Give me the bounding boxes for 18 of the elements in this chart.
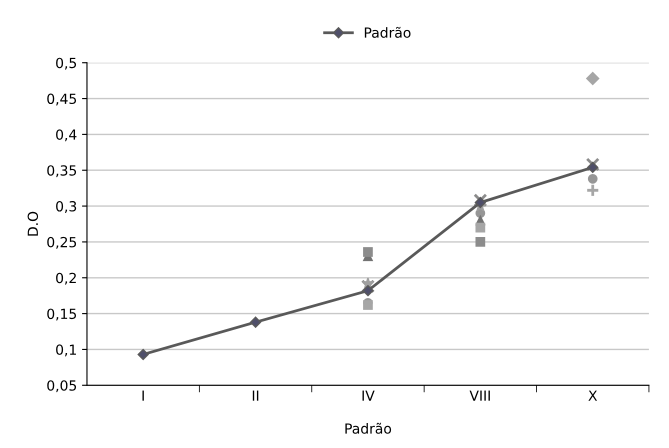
y-tick-label: 0,35 xyxy=(47,165,76,178)
y-tick-label: 0,05 xyxy=(47,380,76,392)
y-tick-label: 0,25 xyxy=(47,236,76,249)
y-tick-label: 0,2 xyxy=(56,272,76,285)
x-axis-title: Padrão xyxy=(345,422,392,434)
y-tick-label: 0,4 xyxy=(56,129,76,142)
y-tick-label: 0,45 xyxy=(47,94,76,106)
legend-label: Padrão xyxy=(364,26,411,38)
x-tick-label: I xyxy=(142,390,144,401)
y-tick-label: 0,3 xyxy=(56,201,76,213)
x-tick-label: II xyxy=(252,390,258,401)
x-tick-label: IV xyxy=(362,390,375,401)
y-axis-title: D.O xyxy=(28,212,38,236)
x-tick-label: VIII xyxy=(470,390,490,401)
x-tick-label: X xyxy=(588,390,598,401)
y-tick-label: 0,15 xyxy=(47,308,76,320)
y-tick-label: 0,5 xyxy=(56,58,76,70)
y-tick-label: 0,1 xyxy=(56,344,76,356)
